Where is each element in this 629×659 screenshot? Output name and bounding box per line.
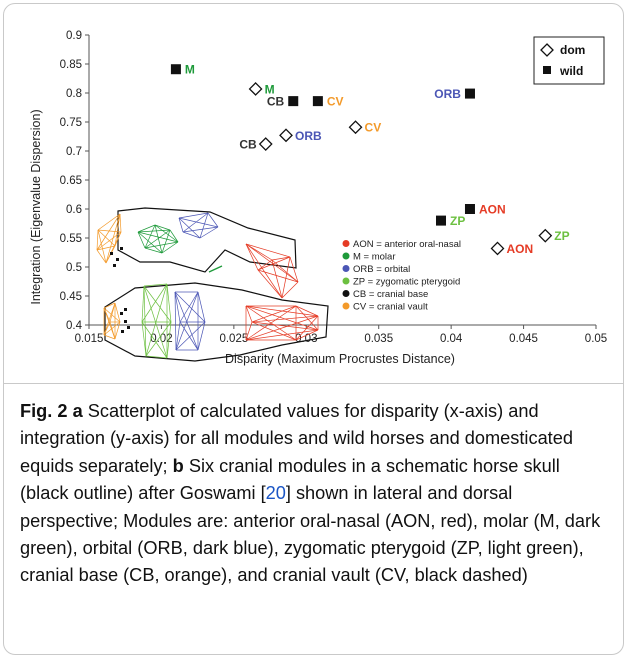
y-tick-label: 0.9 — [66, 30, 82, 42]
module-legend-text: CB = cranial base — [353, 289, 428, 300]
x-tick-label: 0.04 — [440, 333, 463, 345]
module-legend-text: CV = cranial vault — [353, 302, 428, 313]
dom-point-label-m: M — [265, 82, 275, 96]
zygomatic-mark-lateral — [208, 265, 223, 273]
module-legend-text: ZP = zygomatic pterygoid — [353, 277, 460, 288]
dom-point-m — [248, 82, 263, 96]
module-legend-dot — [342, 252, 350, 260]
x-axis-title: Disparity (Maximum Procrustes Distance) — [225, 352, 455, 366]
dom-point-label-orb: ORB — [295, 129, 322, 143]
cranial-base-mark — [120, 247, 123, 250]
oral-nasal-module-lateral — [245, 243, 299, 299]
wild-point-cb — [288, 96, 299, 107]
caption-panel-b: b — [172, 455, 184, 476]
y-tick-label: 0.65 — [60, 175, 82, 187]
wild-point-cv — [312, 96, 323, 107]
caption-text-b-end: ] shown in lateral and dorsal perspectiv… — [20, 483, 601, 586]
caption-panel-a: a — [72, 401, 83, 421]
caption-text-a: Scatterplot of calculated values for dis… — [20, 401, 573, 476]
schematic-skull-inset — [96, 207, 329, 362]
dom-point-label-aon: AON — [506, 242, 533, 256]
wild-point-zp — [436, 215, 447, 226]
cranial-base-mark — [127, 326, 130, 329]
dom-point-cv — [348, 120, 363, 135]
dom-point-cb — [258, 137, 273, 151]
series-legend: dom wild — [533, 36, 605, 85]
cranial-base-mark — [124, 308, 127, 311]
skull-outline-dorsal — [104, 282, 329, 362]
dom-point-aon — [490, 241, 505, 256]
x-tick-label: 0.035 — [364, 333, 393, 345]
figure-caption-divider — [4, 383, 624, 384]
x-tick-label: 0.05 — [585, 333, 607, 345]
legend-dom-label: dom — [560, 43, 585, 57]
wild-point-m — [170, 64, 181, 75]
caption-label: Fig. 2 — [20, 401, 68, 421]
dom-point-label-cb: CB — [239, 138, 257, 152]
scatter-chart: 0.015 0.02 0.025 0.03 0.035 0.04 0.045 0.050.40… — [29, 30, 608, 366]
cranial-base-mark — [124, 320, 127, 323]
cranial-vault-module-lateral — [96, 213, 122, 264]
y-tick-label: 0.85 — [60, 59, 82, 71]
chart-axes — [88, 35, 596, 326]
y-tick-label: 0.6 — [66, 204, 82, 216]
y-tick-label: 0.5 — [66, 262, 82, 274]
dom-point-label-zp: ZP — [554, 229, 569, 243]
cranial-vault-module-dorsal — [103, 302, 121, 340]
wild-point-label-m: M — [185, 63, 195, 77]
y-axis-title: Integration (Eigenvalue Dispersion) — [29, 109, 43, 304]
cranial-base-mark — [121, 330, 124, 333]
module-legend-dot — [342, 240, 350, 247]
y-tick-label: 0.7 — [66, 146, 82, 158]
orbital-module-dorsal — [174, 291, 206, 351]
citation-link[interactable]: 20 — [265, 483, 286, 504]
y-tick-label: 0.8 — [66, 88, 82, 100]
wild-point-label-cv: CV — [327, 95, 344, 109]
module-legend-dot — [342, 290, 350, 297]
wild-point-label-cb: CB — [267, 95, 285, 109]
y-tick-label: 0.4 — [66, 320, 83, 332]
cranial-base-mark — [113, 264, 116, 267]
dom-point-label-cv: CV — [365, 121, 382, 135]
y-tick-label: 0.55 — [60, 233, 82, 245]
wild-point-label-orb: ORB — [434, 87, 461, 101]
wild-point-label-zp: ZP — [450, 214, 465, 228]
figure-caption: Fig. 2 a Scatterplot of calculated value… — [20, 398, 610, 590]
legend-wild-marker — [543, 66, 551, 74]
module-legend-dot — [342, 277, 350, 285]
dom-point-zp — [538, 228, 553, 243]
x-tick-label: 0.025 — [219, 333, 248, 345]
wild-point-aon — [464, 204, 475, 214]
dom-point-orb — [279, 128, 293, 143]
y-tick-label: 0.75 — [60, 117, 82, 129]
cranial-base-mark — [120, 312, 123, 315]
molar-module-lateral — [137, 224, 179, 254]
cranial-base-mark — [110, 252, 113, 255]
module-legend-dot — [342, 265, 350, 272]
caption-text-b: Six cranial modules in a schematic horse… — [20, 455, 560, 504]
y-tick-label: 0.45 — [60, 291, 82, 303]
module-legend-text: AON = anterior oral-nasal — [353, 239, 461, 250]
x-tick-label: 0.045 — [509, 333, 538, 345]
module-legend-dot — [342, 302, 350, 310]
legend-wild-label: wild — [559, 64, 583, 78]
oral-nasal-module-dorsal — [245, 305, 319, 341]
x-tick-label: 0.015 — [75, 333, 104, 345]
legend-dom-marker — [540, 43, 554, 57]
cranial-base-mark — [116, 258, 119, 261]
skull-outline-lateral — [117, 207, 297, 273]
zygomatic-module-dorsal — [141, 283, 172, 359]
orbital-module-lateral — [178, 212, 219, 239]
module-legend-text: ORB = orbital — [353, 264, 410, 275]
module-legend-text: M = molar — [353, 252, 396, 263]
chart-ticks: 0.015 0.02 0.025 0.03 0.035 0.04 0.045 0.050.40… — [60, 30, 608, 345]
wild-point-orb — [464, 88, 475, 99]
wild-point-label-aon: AON — [479, 203, 506, 217]
